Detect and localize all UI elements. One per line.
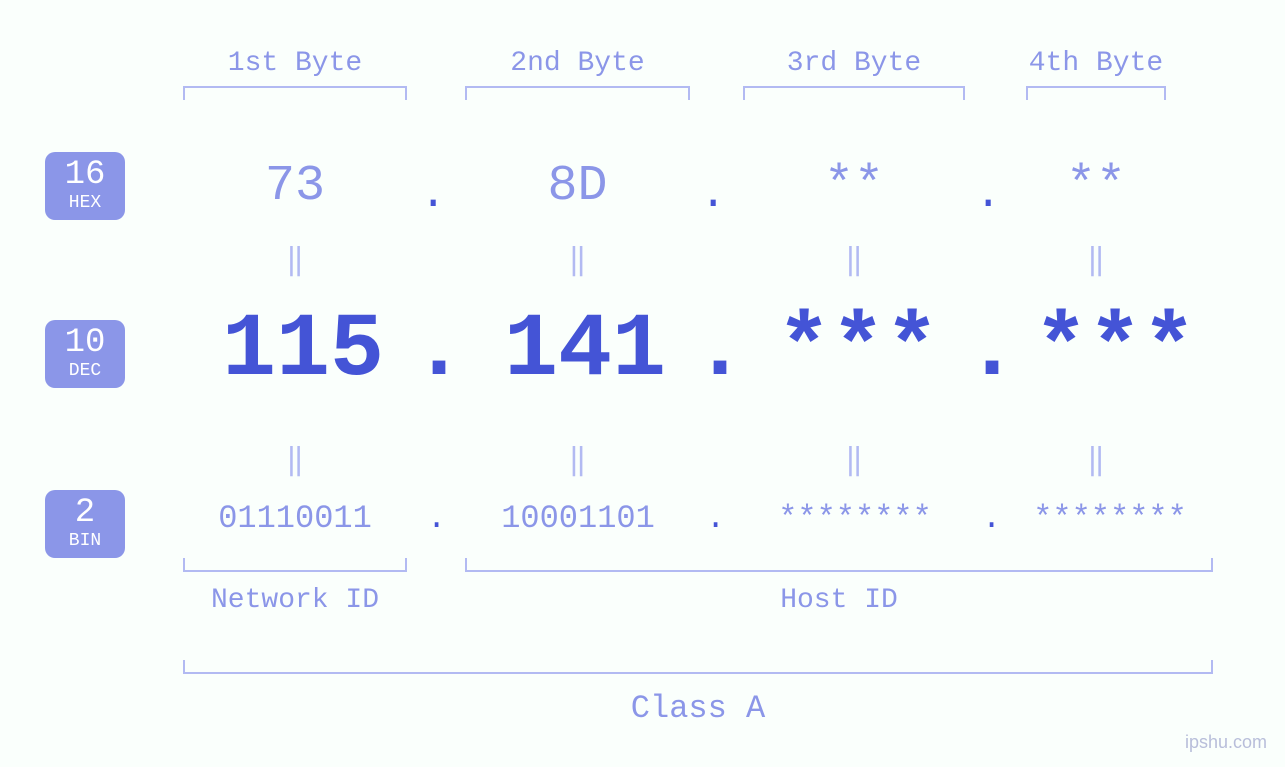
- badge-bin-txt: BIN: [45, 532, 125, 550]
- badge-dec-num: 10: [45, 326, 125, 360]
- hex-dot-1: .: [420, 170, 446, 220]
- byte-header-2: 2nd Byte: [465, 48, 690, 79]
- dec-dot-3: .: [965, 300, 1019, 402]
- eq-hex-dec-4: ‖: [1026, 242, 1166, 279]
- eq-hex-dec-2: ‖: [465, 242, 690, 279]
- eq-dec-bin-3: ‖: [743, 442, 965, 479]
- bin-dot-3: .: [982, 500, 1001, 537]
- byte-header-1: 1st Byte: [183, 48, 407, 79]
- badge-dec: 10 DEC: [45, 320, 125, 388]
- byte-bracket-top-4: [1026, 86, 1166, 100]
- class-label: Class A: [183, 690, 1213, 727]
- byte-header-3: 3rd Byte: [743, 48, 965, 79]
- eq-hex-dec-1: ‖: [183, 242, 407, 279]
- bin-byte-2: 10001101: [453, 500, 703, 537]
- byte-bracket-top-1: [183, 86, 407, 100]
- byte-bracket-top-2: [465, 86, 690, 100]
- bin-byte-1: 01110011: [170, 500, 420, 537]
- badge-hex: 16 HEX: [45, 152, 125, 220]
- network-bracket: [183, 558, 407, 572]
- hex-dot-2: .: [700, 170, 726, 220]
- badge-hex-txt: HEX: [45, 194, 125, 212]
- bin-dot-1: .: [427, 500, 446, 537]
- byte-bracket-top-3: [743, 86, 965, 100]
- badge-bin: 2 BIN: [45, 490, 125, 558]
- host-bracket: [465, 558, 1213, 572]
- dec-byte-1: 115: [183, 300, 423, 402]
- class-bracket: [183, 660, 1213, 674]
- hex-byte-4: **: [1026, 158, 1166, 215]
- eq-dec-bin-1: ‖: [183, 442, 407, 479]
- bin-byte-3: ********: [730, 500, 980, 537]
- hex-byte-2: 8D: [465, 158, 690, 215]
- eq-dec-bin-4: ‖: [1026, 442, 1166, 479]
- watermark: ipshu.com: [1185, 732, 1267, 753]
- eq-hex-dec-3: ‖: [743, 242, 965, 279]
- dec-dot-2: .: [693, 300, 747, 402]
- host-id-label: Host ID: [465, 585, 1213, 616]
- badge-bin-num: 2: [45, 496, 125, 530]
- dec-byte-3: ***: [743, 300, 973, 402]
- ip-diagram: 1st Byte 2nd Byte 3rd Byte 4th Byte 16 H…: [0, 0, 1285, 767]
- byte-header-4: 4th Byte: [1026, 48, 1166, 79]
- network-id-label: Network ID: [183, 585, 407, 616]
- hex-byte-1: 73: [183, 158, 407, 215]
- bin-dot-2: .: [706, 500, 725, 537]
- dec-byte-2: 141: [465, 300, 705, 402]
- dec-dot-1: .: [412, 300, 466, 402]
- bin-byte-4: ********: [1000, 500, 1220, 537]
- eq-dec-bin-2: ‖: [465, 442, 690, 479]
- dec-byte-4: ***: [1010, 300, 1220, 402]
- hex-dot-3: .: [975, 170, 1001, 220]
- badge-dec-txt: DEC: [45, 362, 125, 380]
- badge-hex-num: 16: [45, 158, 125, 192]
- hex-byte-3: **: [743, 158, 965, 215]
